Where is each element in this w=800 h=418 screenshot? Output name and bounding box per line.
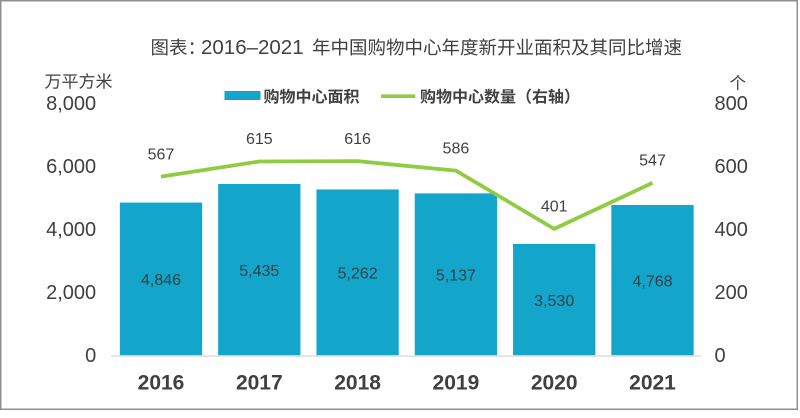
svg-text:8,000: 8,000	[46, 93, 96, 115]
svg-text:2,000: 2,000	[46, 282, 96, 304]
svg-text:2017: 2017	[236, 371, 283, 394]
svg-text:5,435: 5,435	[239, 263, 279, 280]
svg-text:3,530: 3,530	[534, 293, 574, 310]
svg-text:2016: 2016	[138, 371, 185, 394]
svg-text:401: 401	[541, 199, 568, 216]
svg-text:2016–2021: 2016–2021	[201, 36, 304, 59]
svg-text:615: 615	[246, 131, 273, 148]
svg-text:800: 800	[715, 93, 748, 115]
svg-text:0: 0	[85, 345, 96, 367]
svg-text:2019: 2019	[433, 371, 480, 394]
svg-text:400: 400	[715, 219, 748, 241]
svg-text:2021: 2021	[629, 371, 676, 394]
svg-text:4,000: 4,000	[46, 219, 96, 241]
svg-text:200: 200	[715, 282, 748, 304]
svg-text:616: 616	[344, 131, 371, 148]
svg-text:586: 586	[443, 140, 470, 157]
svg-text:5,137: 5,137	[436, 267, 476, 284]
svg-text:600: 600	[715, 156, 748, 178]
svg-text:547: 547	[639, 153, 666, 170]
svg-text:2018: 2018	[334, 371, 381, 394]
svg-text:2020: 2020	[531, 371, 578, 394]
svg-text:0: 0	[715, 345, 726, 367]
svg-text:4,846: 4,846	[141, 272, 181, 289]
svg-text:6,000: 6,000	[46, 156, 96, 178]
svg-text:567: 567	[148, 146, 175, 163]
svg-text:5,262: 5,262	[338, 266, 378, 283]
svg-text:4,768: 4,768	[632, 273, 672, 290]
